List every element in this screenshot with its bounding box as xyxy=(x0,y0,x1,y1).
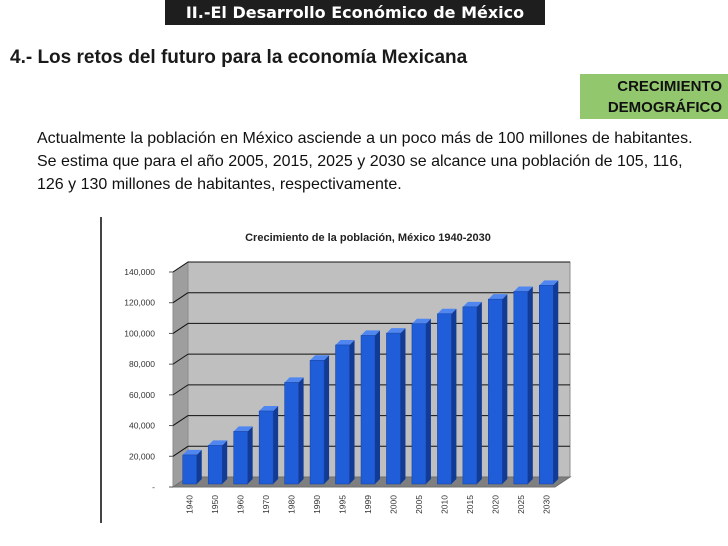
x-tick-label: 2030 xyxy=(541,495,551,514)
slide-header-title: II.-El Desarrollo Económico de México xyxy=(185,3,525,22)
x-tick-label: 1950 xyxy=(210,495,220,514)
gridline-side xyxy=(172,415,189,426)
badge-line-2: DEMOGRÁFICO xyxy=(607,99,722,116)
y-tick-label: - xyxy=(152,482,155,492)
bar-top xyxy=(539,280,559,286)
bar xyxy=(462,306,478,485)
gridline-side xyxy=(172,445,189,457)
x-tick-label: 1980 xyxy=(287,495,297,514)
bar-side xyxy=(400,328,406,484)
bar-side xyxy=(349,339,355,484)
bar-top xyxy=(386,328,406,334)
bar-side xyxy=(247,426,253,484)
bar xyxy=(437,313,452,485)
bar xyxy=(182,454,197,485)
bar-top xyxy=(437,308,457,314)
bar-side xyxy=(222,440,228,484)
bar-side xyxy=(425,318,431,484)
bar-top xyxy=(310,355,330,361)
gridline-side xyxy=(172,353,189,365)
badge-line-1: CRECIMIENTO xyxy=(617,78,722,95)
bar-top xyxy=(233,426,253,432)
bar-top xyxy=(360,330,381,336)
chart-title: Crecimiento de la población, México 1940… xyxy=(245,232,491,244)
x-tick-label: 2015 xyxy=(465,495,475,514)
bar xyxy=(258,410,274,485)
x-tick-label: 2020 xyxy=(490,495,500,514)
bar-top xyxy=(182,449,202,455)
bar-side xyxy=(273,405,279,484)
bar-side xyxy=(324,355,330,484)
bar xyxy=(233,431,248,485)
topic-badge: CRECIMIENTO DEMOGRÁFICO xyxy=(580,74,728,119)
y-tick-label: 80,000 xyxy=(129,359,155,369)
gridline-side xyxy=(172,384,189,396)
bar xyxy=(284,382,299,485)
chart-frame: Crecimiento de la población, México 1940… xyxy=(100,217,633,523)
x-tick-label: 2025 xyxy=(516,495,526,514)
section-title: 4.- Los retos del futuro para la economí… xyxy=(10,47,468,68)
x-tick-label: 1995 xyxy=(338,495,348,514)
bar-side xyxy=(375,330,381,484)
y-tick-label: 40,000 xyxy=(129,421,155,431)
x-tick-label: 1960 xyxy=(236,495,246,514)
bar xyxy=(539,285,554,485)
chart-plot-layer: 140,000 120,000 100,000 80,000 60,000 40,000 2… xyxy=(124,261,572,514)
x-tick-label: 1940 xyxy=(185,495,195,514)
bar-top xyxy=(411,318,431,324)
x-tick-label: 1970 xyxy=(261,495,271,514)
bar-top xyxy=(284,377,304,383)
bar-top xyxy=(208,440,228,446)
bar-side xyxy=(451,308,457,484)
gridline-side xyxy=(172,292,189,304)
x-tick-label: 1999 xyxy=(363,495,373,514)
bar xyxy=(207,445,223,485)
bar-side xyxy=(476,301,482,484)
bar xyxy=(309,360,325,485)
bar-side xyxy=(298,377,304,484)
gridline-side xyxy=(172,323,189,334)
x-tick-label: 2005 xyxy=(414,495,424,514)
bar xyxy=(360,335,376,485)
y-tick-label: 20,000 xyxy=(129,451,155,461)
slide-header: II.-El Desarrollo Económico de México xyxy=(165,0,545,25)
bar-side xyxy=(527,286,533,484)
y-tick-label: 60,000 xyxy=(129,390,155,400)
x-tick-label: 2010 xyxy=(439,495,449,514)
y-tick-label: 140,000 xyxy=(124,267,155,277)
bar xyxy=(488,298,503,485)
gridline-side xyxy=(172,261,189,273)
y-tick-label: 120,000 xyxy=(124,298,155,308)
bar-top xyxy=(513,286,533,292)
bar-side xyxy=(196,449,202,484)
bar-top xyxy=(335,339,355,345)
population-bar-chart: Crecimiento de la población, México 1940… xyxy=(124,232,572,514)
bar xyxy=(335,344,350,485)
bar-top xyxy=(488,294,508,300)
y-tick-label: 100,000 xyxy=(124,328,155,338)
bar-side xyxy=(553,280,559,484)
bar xyxy=(513,291,529,485)
bar-side xyxy=(502,294,508,484)
bar-top xyxy=(462,301,482,307)
x-tick-label: 2000 xyxy=(388,495,398,514)
x-tick-label: 1990 xyxy=(312,495,322,514)
bar-top xyxy=(259,405,279,411)
bar xyxy=(386,332,401,485)
body-paragraph: Actualmente la población en México ascie… xyxy=(37,130,693,193)
bar xyxy=(411,323,427,485)
chart-frame-rule xyxy=(100,217,102,523)
